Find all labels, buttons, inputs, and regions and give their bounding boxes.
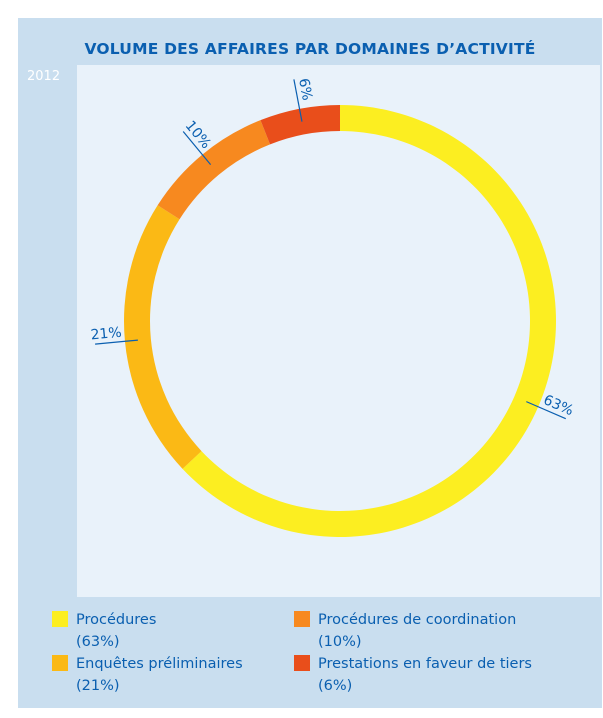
donut-slice-2 [123, 205, 202, 469]
legend-item-procedures: Procédures (63%) [52, 609, 156, 653]
legend-swatch [52, 611, 68, 627]
legend-label: Procédures [76, 612, 157, 628]
year-label: 2012 [27, 69, 61, 84]
legend-label: Prestations en faveur de tiers [318, 656, 532, 672]
legend-label: Procédures de coordination [318, 612, 517, 628]
chart-title: VOLUME DES AFFAIRES PAR DOMAINES D’ACTIV… [84, 40, 536, 58]
leader-line-2 [95, 339, 138, 345]
leader-line-3 [182, 131, 212, 165]
legend-percent: (6%) [318, 678, 353, 694]
leader-line-1 [526, 401, 567, 420]
legend-item-enquetes: Enquêtes préliminaires (21%) [52, 653, 243, 697]
legend: Procédures (63%) Enquêtes préliminaires … [18, 601, 602, 708]
slice-label-2: 21% [90, 325, 122, 344]
legend-item-prestations: Prestations en faveur de tiers (6%) [294, 653, 532, 697]
legend-percent: (63%) [76, 634, 120, 650]
chart-frame: VOLUME DES AFFAIRES PAR DOMAINES D’ACTIV… [18, 18, 602, 708]
legend-label: Enquêtes préliminaires [76, 656, 243, 672]
donut-slice-4 [260, 105, 340, 145]
donut-slice-1 [182, 105, 556, 537]
leader-line-4 [293, 79, 303, 122]
donut-slice-3 [157, 120, 271, 220]
donut-chart: 63%21%10%6% [90, 77, 576, 537]
plot-area: 63% 21% 10% 6% [77, 65, 600, 597]
legend-item-coordination: Procédures de coordination (10%) [294, 609, 516, 653]
legend-swatch [52, 655, 68, 671]
slices-group [123, 105, 556, 537]
legend-swatch [294, 655, 310, 671]
legend-swatch [294, 611, 310, 627]
slice-label-4: 6% [295, 77, 315, 102]
legend-percent: (21%) [76, 678, 120, 694]
legend-percent: (10%) [318, 634, 362, 650]
